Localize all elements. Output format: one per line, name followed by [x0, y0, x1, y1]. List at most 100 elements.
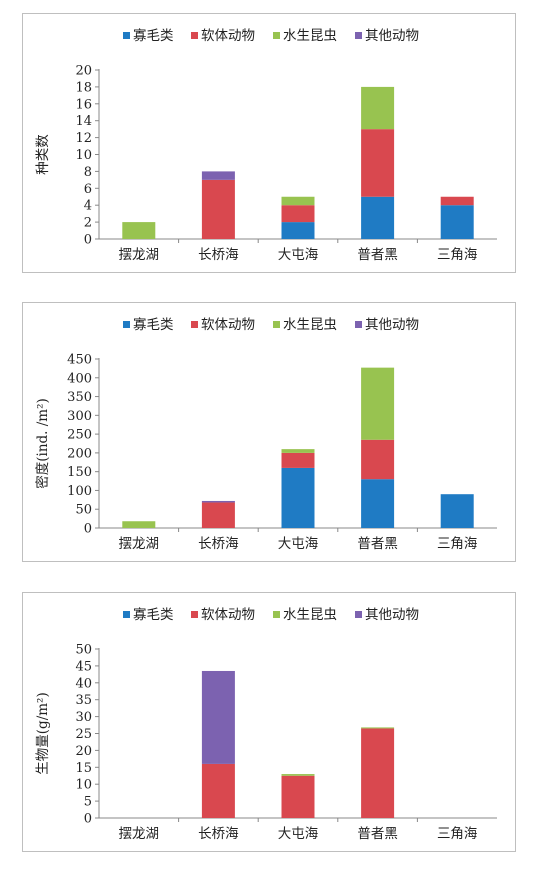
y-axis-label: 种类数: [35, 134, 51, 175]
y-tick-label: 150: [67, 465, 92, 480]
bar-segment-3-1: [201, 171, 235, 180]
y-tick-label: 400: [67, 371, 92, 386]
x-category-label: 普者黑: [357, 536, 398, 552]
x-category-label: 大屯海: [278, 536, 319, 552]
bar-segment-3-1: [201, 500, 235, 503]
bar-segment-2-2: [281, 449, 315, 453]
legend-swatch-3: [355, 321, 362, 328]
y-tick-label: 18: [75, 80, 92, 95]
y-tick-label: 0: [84, 522, 92, 537]
y-tick-label: 40: [75, 676, 92, 691]
bar-segment-2-3: [361, 367, 395, 440]
bar-segment-1-4: [440, 196, 474, 206]
y-tick-label: 300: [67, 409, 92, 424]
species-count-chart-panel: 寡毛类 软体动物 水生昆虫 其他动物 0 2 4 6 8 10 12 14 16 18 20 种类数 摆龙湖 长桥…: [22, 13, 516, 273]
legend-label-1: 软体动物: [201, 28, 255, 44]
y-tick-label: 35: [75, 693, 92, 708]
legend-swatch-1: [191, 32, 198, 39]
y-axis-label: 生物量(g/m²): [35, 692, 51, 774]
legend-label-0: 寡毛类: [133, 316, 174, 333]
bar-segment-0-2: [281, 222, 315, 239]
x-category-label: 摆龙湖: [119, 826, 160, 842]
legend-swatch-2: [273, 32, 280, 39]
legend-swatch-0: [123, 321, 130, 328]
bar-segment-1-3: [361, 728, 395, 818]
x-category-label: 三角海: [437, 536, 478, 552]
x-category-label: 三角海: [437, 247, 478, 263]
bar-segment-1-1: [201, 502, 235, 528]
legend-label-3: 其他动物: [365, 317, 419, 333]
legend-label-2: 水生昆虫: [283, 607, 337, 623]
y-tick-label: 20: [75, 744, 92, 759]
legend-label-1: 软体动物: [201, 607, 255, 623]
y-tick-label: 50: [75, 503, 92, 518]
bar-segment-2-0: [122, 521, 156, 528]
bar-segment-0-3: [361, 196, 395, 239]
y-tick-label: 100: [67, 484, 92, 499]
legend-swatch-2: [273, 321, 280, 328]
y-tick-label: 12: [75, 131, 92, 146]
x-category-label: 长桥海: [198, 247, 239, 263]
bar-segment-1-2: [281, 775, 315, 818]
y-tick-label: 4: [84, 199, 92, 214]
y-tick-label: 200: [67, 446, 92, 461]
bar-segment-2-2: [281, 774, 315, 776]
legend-label-2: 水生昆虫: [283, 28, 337, 44]
legend-swatch-3: [355, 32, 362, 39]
y-tick-label: 25: [75, 727, 92, 742]
bar-segment-1-2: [281, 205, 315, 223]
legend-swatch-1: [191, 611, 198, 618]
y-tick-label: 10: [75, 778, 92, 793]
legend-label-0: 寡毛类: [133, 27, 174, 44]
x-category-label: 大屯海: [278, 247, 319, 263]
bar-segment-0-4: [440, 494, 474, 528]
x-category-label: 三角海: [437, 826, 478, 842]
bar-segment-2-3: [361, 727, 395, 729]
bar-segment-0-4: [440, 205, 474, 239]
legend-label-1: 软体动物: [201, 317, 255, 333]
legend-label-0: 寡毛类: [133, 606, 174, 623]
legend-swatch-1: [191, 321, 198, 328]
y-tick-label: 50: [75, 643, 92, 658]
bar-segment-1-3: [361, 439, 395, 480]
x-category-label: 摆龙湖: [119, 536, 160, 552]
y-tick-label: 20: [75, 64, 92, 79]
legend-label-3: 其他动物: [365, 607, 419, 623]
x-category-label: 大屯海: [278, 826, 319, 842]
y-tick-label: 15: [75, 761, 92, 776]
legend-swatch-2: [273, 611, 280, 618]
y-tick-label: 0: [84, 812, 92, 827]
y-tick-label: 45: [75, 659, 92, 674]
bar-segment-1-1: [201, 179, 235, 239]
bar-segment-1-1: [201, 763, 235, 818]
density-chart: 寡毛类 软体动物 水生昆虫 其他动物 0 50 100 150 200 250 300 350 400 4…: [34, 316, 497, 552]
y-tick-label: 14: [75, 114, 92, 129]
x-category-label: 长桥海: [198, 536, 239, 552]
y-tick-label: 450: [67, 353, 92, 368]
y-tick-label: 16: [75, 97, 92, 112]
y-tick-label: 6: [84, 182, 92, 197]
y-tick-label: 8: [84, 165, 92, 180]
legend-swatch-3: [355, 611, 362, 618]
x-category-label: 长桥海: [198, 826, 239, 842]
bar-segment-0-2: [281, 467, 315, 528]
legend-label-2: 水生昆虫: [283, 317, 337, 333]
biomass-chart-panel: 寡毛类 软体动物 水生昆虫 其他动物 0 5 10 15 20 25 30 35 40 45 50 生物量(g…: [22, 592, 516, 852]
y-tick-label: 0: [84, 233, 92, 248]
bar-segment-1-3: [361, 129, 395, 197]
y-tick-label: 10: [75, 148, 92, 163]
y-tick-label: 30: [75, 710, 92, 725]
bar-segment-2-0: [122, 222, 156, 239]
bar-segment-2-3: [361, 86, 395, 130]
legend-swatch-0: [123, 611, 130, 618]
bar-segment-2-2: [281, 196, 315, 206]
y-tick-label: 2: [84, 216, 92, 231]
bar-segment-1-2: [281, 452, 315, 468]
x-category-label: 普者黑: [357, 826, 398, 842]
y-axis-label: 密度(ind. /m²): [34, 398, 51, 489]
density-chart-panel: 寡毛类 软体动物 水生昆虫 其他动物 0 50 100 150 200 250 300 350 400 4…: [22, 302, 516, 562]
bar-segment-3-1: [201, 670, 235, 764]
legend-label-3: 其他动物: [365, 28, 419, 44]
